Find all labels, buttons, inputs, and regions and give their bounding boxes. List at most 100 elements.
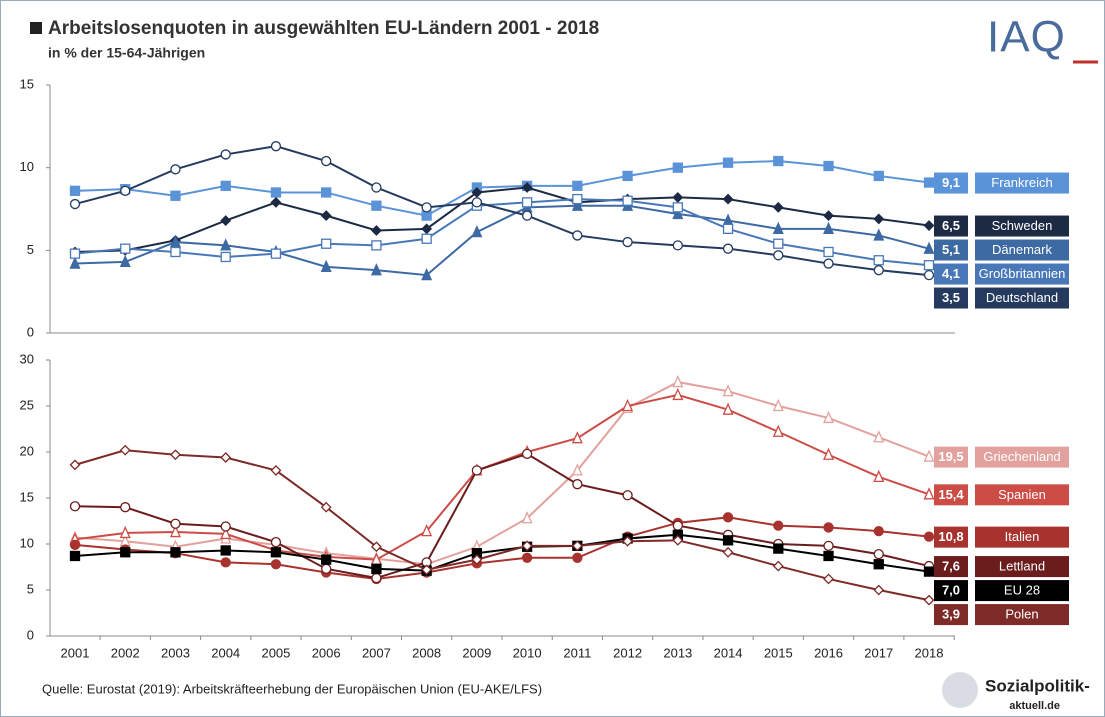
legend-label: Schweden	[992, 218, 1053, 233]
marker	[923, 177, 935, 188]
marker	[772, 560, 784, 572]
value-label-box	[934, 446, 968, 468]
footer-logo-sub: aktuell.de	[1009, 700, 1060, 712]
marker	[270, 559, 282, 570]
marker	[320, 259, 332, 273]
marker	[923, 566, 935, 577]
logo-people	[942, 672, 978, 708]
marker	[923, 260, 935, 271]
marker	[823, 522, 834, 533]
y-tick-label: 5	[27, 581, 34, 596]
x-tick-label: 2010	[513, 645, 542, 660]
marker	[873, 548, 884, 560]
marker	[521, 448, 533, 459]
marker	[119, 525, 131, 539]
series-line	[74, 381, 930, 566]
marker	[321, 187, 332, 198]
marker	[471, 187, 483, 198]
marker	[923, 531, 935, 542]
marker	[672, 374, 684, 388]
marker	[722, 535, 734, 546]
marker	[571, 463, 583, 476]
marker	[370, 541, 382, 553]
marker	[722, 512, 734, 523]
marker	[119, 254, 131, 268]
marker	[873, 213, 885, 225]
value-label-box	[934, 287, 968, 309]
marker	[471, 225, 483, 238]
x-tick-label: 2011	[563, 645, 591, 660]
x-tick-label: 2006	[312, 645, 341, 660]
marker	[773, 520, 784, 531]
marker	[370, 225, 382, 236]
marker	[320, 210, 332, 222]
marker	[421, 233, 432, 244]
marker	[69, 198, 81, 210]
legend-box	[975, 604, 1069, 626]
marker	[923, 220, 935, 231]
marker	[622, 195, 633, 206]
marker	[170, 246, 181, 258]
marker	[270, 187, 282, 198]
marker	[120, 547, 131, 558]
marker	[672, 202, 683, 213]
marker	[873, 170, 884, 182]
marker	[220, 215, 232, 226]
marker	[873, 525, 884, 537]
marker	[170, 164, 181, 175]
logo: IAQ	[987, 13, 1066, 62]
marker	[521, 210, 533, 221]
marker	[772, 398, 784, 412]
series-line	[74, 533, 930, 573]
marker	[823, 573, 834, 585]
marker	[823, 210, 834, 222]
title-bullet	[30, 22, 42, 34]
y-tick-label: 10	[20, 535, 34, 550]
y-tick-label: 25	[20, 397, 34, 412]
marker	[69, 539, 81, 551]
value-label: 6,5	[942, 218, 960, 233]
value-label-box	[934, 580, 968, 602]
value-label-box	[934, 556, 968, 578]
marker	[672, 534, 684, 546]
marker	[69, 248, 81, 259]
marker	[672, 520, 683, 531]
marker	[823, 221, 835, 234]
marker	[722, 193, 734, 205]
marker	[320, 501, 332, 513]
legend-box	[975, 446, 1069, 468]
legend-box	[975, 526, 1069, 548]
marker	[170, 518, 181, 529]
marker	[421, 223, 433, 235]
marker	[823, 246, 834, 258]
marker	[773, 238, 784, 249]
marker	[923, 487, 935, 500]
marker	[672, 206, 684, 220]
legend-box	[975, 287, 1069, 309]
marker	[572, 479, 583, 490]
x-tick-label: 2012	[613, 645, 642, 660]
x-tick-label: 2008	[412, 645, 441, 660]
series-line	[74, 449, 930, 602]
marker	[120, 502, 131, 513]
marker	[270, 547, 282, 558]
legend-label: Frankreich	[991, 175, 1052, 190]
value-label-box	[934, 172, 968, 194]
marker	[622, 490, 633, 501]
series-line	[74, 452, 930, 580]
footer-logo: Sozialpolitik-	[985, 676, 1090, 695]
marker	[521, 182, 533, 193]
marker	[823, 447, 835, 460]
legend-label: Großbritannien	[979, 266, 1066, 281]
marker	[220, 238, 232, 251]
marker	[169, 524, 181, 538]
legend-label: Griechenland	[983, 449, 1060, 464]
value-label-box	[934, 604, 968, 626]
marker	[873, 255, 884, 266]
marker	[69, 501, 81, 512]
marker	[220, 452, 232, 463]
marker	[220, 545, 231, 556]
marker	[823, 540, 834, 551]
